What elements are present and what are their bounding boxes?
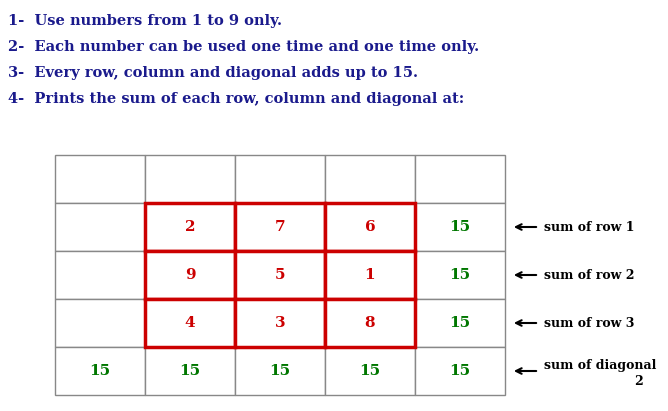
Text: 2: 2 — [185, 220, 195, 234]
Bar — [235, 251, 325, 299]
Text: 4-  Prints the sum of each row, column and diagonal at:: 4- Prints the sum of each row, column an… — [8, 92, 464, 106]
Text: sum of row 3: sum of row 3 — [544, 316, 635, 330]
Bar — [55, 347, 145, 395]
Text: 15: 15 — [450, 220, 470, 234]
Text: 1: 1 — [365, 268, 375, 282]
Text: sum of diagonal: sum of diagonal — [544, 358, 657, 372]
Bar — [235, 299, 325, 347]
Bar — [235, 251, 325, 299]
Bar — [145, 203, 235, 251]
Bar — [415, 251, 505, 299]
Text: 15: 15 — [450, 316, 470, 330]
Bar — [235, 155, 325, 203]
Bar — [325, 251, 415, 299]
Bar — [55, 299, 145, 347]
Text: 3-  Every row, column and diagonal adds up to 15.: 3- Every row, column and diagonal adds u… — [8, 66, 418, 80]
Text: 15: 15 — [180, 364, 200, 378]
Bar — [145, 251, 235, 299]
Text: 15: 15 — [450, 364, 470, 378]
Text: sum of row 2: sum of row 2 — [544, 268, 635, 282]
Text: 4: 4 — [184, 316, 195, 330]
Bar — [325, 203, 415, 251]
Text: 15: 15 — [90, 364, 111, 378]
Text: 9: 9 — [184, 268, 195, 282]
Bar — [145, 347, 235, 395]
Text: 5: 5 — [275, 268, 285, 282]
Bar — [235, 299, 325, 347]
Bar — [145, 155, 235, 203]
Bar — [55, 155, 145, 203]
Bar — [325, 299, 415, 347]
Bar — [235, 347, 325, 395]
Bar — [235, 203, 325, 251]
Bar — [325, 299, 415, 347]
Text: 8: 8 — [365, 316, 375, 330]
Text: 15: 15 — [359, 364, 381, 378]
Bar — [325, 251, 415, 299]
Text: 3: 3 — [275, 316, 285, 330]
Bar — [145, 251, 235, 299]
Bar — [415, 155, 505, 203]
Bar — [415, 203, 505, 251]
Text: 1-  Use numbers from 1 to 9 only.: 1- Use numbers from 1 to 9 only. — [8, 14, 282, 28]
Text: 2-  Each number can be used one time and one time only.: 2- Each number can be used one time and … — [8, 40, 479, 54]
Bar — [55, 203, 145, 251]
Bar — [325, 347, 415, 395]
Bar — [325, 155, 415, 203]
Text: 2: 2 — [634, 374, 643, 388]
Text: 15: 15 — [450, 268, 470, 282]
Bar — [145, 299, 235, 347]
Bar — [235, 203, 325, 251]
Bar — [415, 299, 505, 347]
Text: 15: 15 — [269, 364, 291, 378]
Bar — [325, 203, 415, 251]
Bar — [145, 203, 235, 251]
Text: 6: 6 — [365, 220, 375, 234]
Bar — [55, 251, 145, 299]
Bar — [145, 299, 235, 347]
Text: 7: 7 — [275, 220, 285, 234]
Bar — [415, 347, 505, 395]
Text: sum of row 1: sum of row 1 — [544, 220, 635, 233]
